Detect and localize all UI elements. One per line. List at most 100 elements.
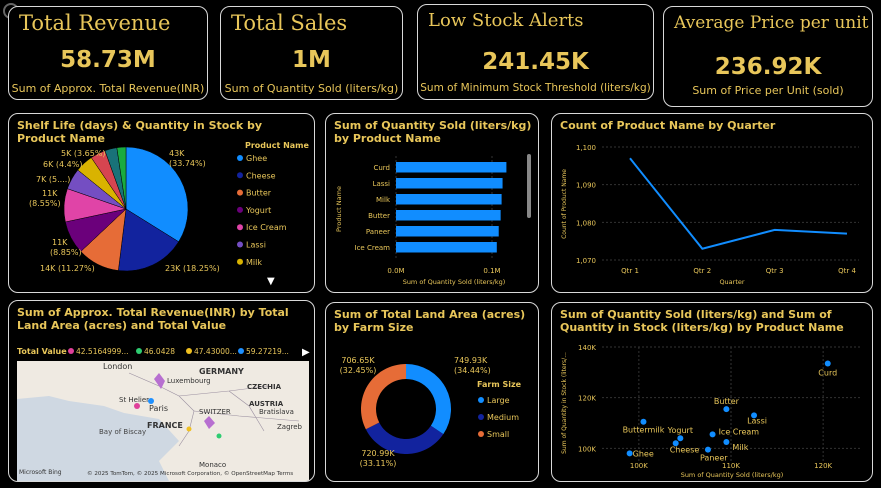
legend-item: Ice Cream xyxy=(246,223,287,232)
kpi-title: Low Stock Alerts xyxy=(428,10,584,31)
kpi-title: Average Price per unit xyxy=(674,13,869,33)
y-tick-label: 1,100 xyxy=(576,144,596,152)
pie-data-label: 14K (11.27%) xyxy=(40,264,95,273)
scatter-point-label: Cheese xyxy=(670,445,700,454)
scatter-point[interactable] xyxy=(626,450,633,457)
scatter-point[interactable] xyxy=(723,406,730,413)
bar-chart[interactable]: Curd Lassi Milk Butter Paneer Ice Cream 0.0M 0.… xyxy=(326,114,540,294)
pie-data-label: 11K xyxy=(52,238,68,247)
map-attribution[interactable]: © 2025 TomTom, © 2025 Microsoft Corporat… xyxy=(87,470,293,477)
map-legend-marker xyxy=(136,348,142,354)
scatter-chart-card[interactable]: Sum of Quantity Sold (liters/kg) and Sum… xyxy=(551,302,873,482)
scatter-point[interactable] xyxy=(672,440,679,447)
donut-chart-card[interactable]: Sum of Total Land Area (acres) by Farm S… xyxy=(325,302,539,482)
x-tick-label: Qtr 4 xyxy=(838,267,856,275)
line-chart-card[interactable]: Count of Product Name by Quarter 1,070 1,… xyxy=(551,113,873,293)
donut-chart[interactable]: 749.93K(34.44%) 720.99K(33.11%) 706.65K(32… xyxy=(326,303,540,483)
map-place-label: Luxembourg xyxy=(167,377,211,385)
legend-item: Ghee xyxy=(246,154,267,163)
pie-chart-card[interactable]: Shelf Life (days) & Quantity in Stock by… xyxy=(8,113,315,293)
scatter-point[interactable] xyxy=(709,431,716,438)
scatter-point[interactable] xyxy=(824,360,831,367)
scatter-point-label: Ice Cream xyxy=(719,427,760,436)
legend-item: Lassi xyxy=(246,241,266,250)
scatter-point[interactable] xyxy=(751,412,758,419)
bar[interactable] xyxy=(396,210,501,221)
kpi-total-sales-card[interactable]: Total Sales 1M Sum of Quantity Sold (lit… xyxy=(220,6,403,100)
bar-category-label: Butter xyxy=(368,212,390,220)
map-bubble[interactable] xyxy=(186,426,192,432)
line-chart[interactable]: 1,070 1,080 1,090 1,100 Qtr 1 Qtr 2 Qtr 3 Qtr 4… xyxy=(552,114,874,294)
legend-marker xyxy=(237,172,243,179)
map-legend-item: 47.43000... xyxy=(194,347,237,356)
pie-slice[interactable] xyxy=(116,146,127,210)
map[interactable]: Total Value 42.5164999... 46.0428 47.43000… xyxy=(9,301,315,482)
donut-data-label: (32.45%) xyxy=(340,366,377,375)
y-tick-label: 140K xyxy=(578,344,596,352)
scatter-point[interactable] xyxy=(704,446,711,453)
bar-category-label: Ice Cream xyxy=(355,244,391,252)
x-tick-label: 0.1M xyxy=(483,267,500,275)
scrollbar[interactable] xyxy=(527,154,531,218)
map-legend-marker xyxy=(186,348,192,354)
chart-title: Sum of Quantity Sold (liters/kg) and Sum… xyxy=(560,308,844,334)
pie-slice[interactable] xyxy=(118,208,179,272)
map-region xyxy=(204,416,215,429)
y-tick-label: 1,090 xyxy=(576,182,596,190)
donut-data-label: 749.93K xyxy=(454,356,488,365)
legend-next-arrow-icon[interactable]: ▶ xyxy=(302,347,310,358)
bar[interactable] xyxy=(396,162,507,173)
donut-slice[interactable] xyxy=(361,364,406,430)
donut-slice[interactable] xyxy=(365,422,444,454)
y-tick-label: 120K xyxy=(578,395,596,403)
bar-category-label: Milk xyxy=(376,196,391,204)
x-tick-label: Qtr 2 xyxy=(693,267,711,275)
scatter-point[interactable] xyxy=(677,435,684,442)
scatter-point[interactable] xyxy=(723,439,730,445)
kpi-title: Total Sales xyxy=(231,11,348,35)
chart-title: Sum of Quantity Sold (liters/kg) by Prod… xyxy=(334,119,532,145)
kpi-low-stock-card[interactable]: Low Stock Alerts 241.45K Sum of Minimum … xyxy=(417,4,654,100)
map-bubble[interactable] xyxy=(216,433,222,439)
map-place-label: Paris xyxy=(149,404,168,413)
line-series[interactable] xyxy=(629,157,848,250)
legend-marker xyxy=(237,258,243,265)
legend-title: Product Name xyxy=(245,141,310,150)
pie-slice[interactable] xyxy=(125,146,189,243)
map-bubble[interactable] xyxy=(148,398,154,404)
bar[interactable] xyxy=(396,194,502,205)
bar[interactable] xyxy=(396,242,497,253)
donut-slice[interactable] xyxy=(406,364,451,435)
map-legend-label: Total Value xyxy=(17,347,67,356)
x-tick-label: 110K xyxy=(722,462,740,470)
map-place-label: Zagreb xyxy=(277,423,303,431)
kpi-value: 236.92K xyxy=(714,54,822,80)
map-place-label: Bay of Biscay xyxy=(99,428,146,436)
map-legend-marker xyxy=(68,348,74,354)
legend-title: Farm Size xyxy=(477,380,522,389)
pie-data-label: 11K xyxy=(42,189,58,198)
map-land-uk xyxy=(69,361,129,379)
scatter-chart[interactable]: 100K 120K 140K 100K 110K 120K Curd Buttermilk Yo… xyxy=(552,303,874,483)
legend-scroll-down-icon[interactable]: ▼ xyxy=(267,276,275,287)
pie-chart[interactable]: 43K(33.74%)23K (18.25%)14K (11.27%)11K(8… xyxy=(9,114,316,294)
map-bubble[interactable] xyxy=(134,403,140,409)
map-card[interactable]: Sum of Approx. Total Revenue(INR) by Tot… xyxy=(8,300,315,482)
pie-data-label: 5K (3.65%) xyxy=(61,149,106,158)
bar[interactable] xyxy=(396,178,503,189)
pie-data-label: 7K (5....) xyxy=(36,175,70,184)
donut-data-label: (33.11%) xyxy=(360,459,397,468)
chart-title: Count of Product Name by Quarter xyxy=(560,119,776,132)
kpi-total-revenue-card[interactable]: Total Revenue 58.73M Sum of Approx. Tota… xyxy=(8,6,208,100)
donut-data-label: (34.44%) xyxy=(454,366,491,375)
map-legend-item: 59.27219... xyxy=(246,347,289,356)
kpi-title: Total Revenue xyxy=(19,11,171,35)
bar-chart-card[interactable]: Sum of Quantity Sold (liters/kg) by Prod… xyxy=(325,113,539,293)
legend-item: Small xyxy=(487,430,509,439)
kpi-average-price-card[interactable]: Average Price per unit 236.92K Sum of Pr… xyxy=(663,6,873,107)
bar[interactable] xyxy=(396,226,499,237)
legend-marker xyxy=(237,241,243,248)
legend-item: Milk xyxy=(246,258,262,267)
scatter-point[interactable] xyxy=(640,418,647,425)
map-place-label: FRANCE xyxy=(147,421,183,430)
